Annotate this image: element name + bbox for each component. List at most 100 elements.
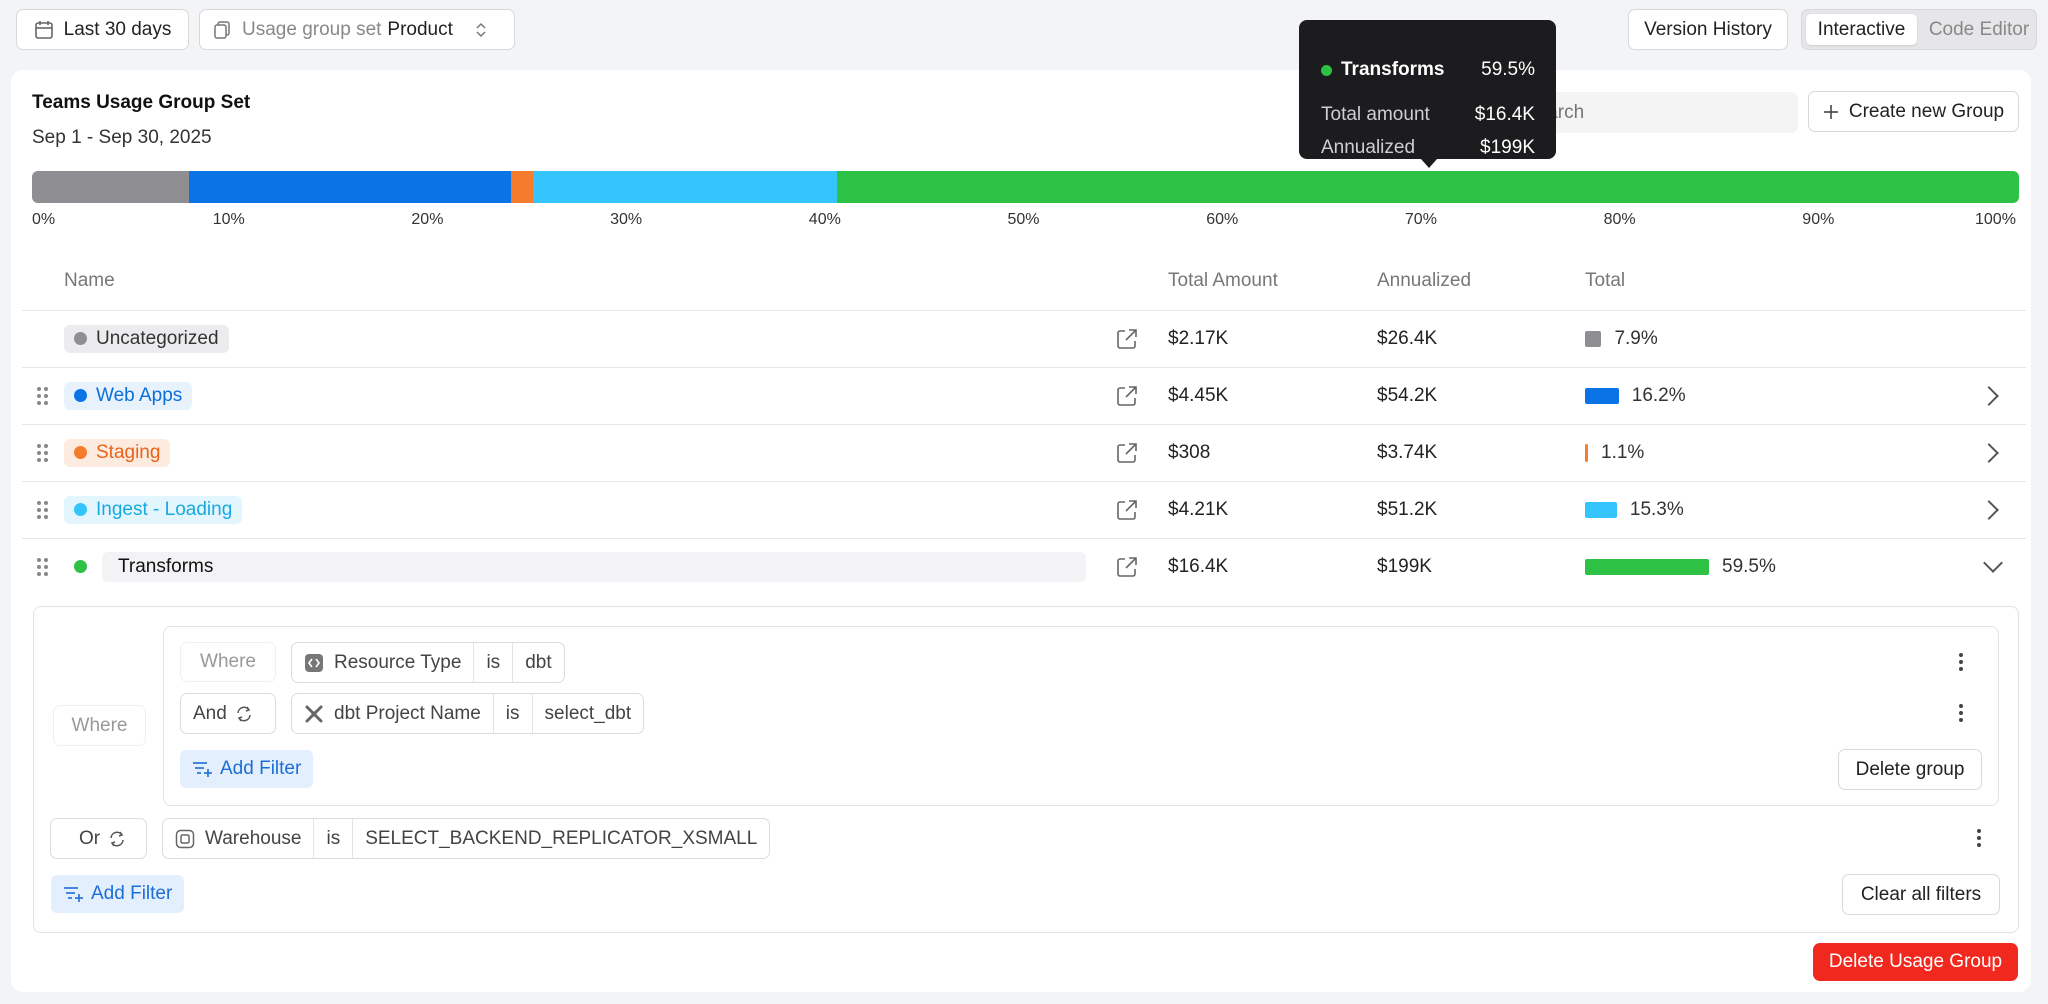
row-divider (22, 538, 2026, 539)
clear-all-filters-button[interactable]: Clear all filters (1842, 874, 2000, 915)
cell-annualized: $26.4K (1377, 327, 1438, 349)
cell-annualized: $199K (1377, 555, 1432, 577)
cell-total-percent: 1.1% (1601, 441, 1645, 463)
filter-value: select_dbt (544, 702, 632, 724)
header-total-amount: Total Amount (1168, 270, 1278, 291)
inner-add-filter-button[interactable]: Add Filter (180, 750, 314, 788)
table-row[interactable] (22, 310, 2026, 367)
and-label: And (181, 694, 265, 733)
axis-tick-label: 60% (1206, 211, 1239, 228)
drag-handle-icon[interactable] (37, 443, 49, 462)
code-icon (305, 653, 323, 672)
cell-total-percent: 16.2% (1631, 384, 1686, 406)
create-group-button[interactable]: Create new Group (1808, 91, 2019, 132)
filter-operator: is (314, 819, 354, 858)
delete-usage-group-button[interactable]: Delete Usage Group (1813, 943, 2018, 981)
dbt-icon (305, 705, 323, 722)
filter-resource-type[interactable]: Resource Type is dbt (291, 642, 565, 683)
clear-all-label: Clear all filters (1860, 883, 1982, 905)
cell-total-percent: 7.9% (1614, 327, 1658, 349)
group-color-dot (74, 503, 87, 516)
bar-segment-transforms[interactable] (836, 171, 2019, 203)
calendar-icon (34, 20, 53, 39)
or-toggle[interactable]: Or (50, 818, 147, 859)
group-set-prefix: Usage group set (242, 18, 382, 40)
filter-menu-icon[interactable] (1977, 829, 1981, 847)
filter-dbt-project-name[interactable]: dbt Project Name is select_dbt (291, 693, 645, 734)
filter-panel (33, 606, 2019, 933)
delete-usage-group-label: Delete Usage Group (1828, 951, 2003, 972)
total-share-bar (1585, 330, 1602, 347)
total-share-bar (1585, 558, 1709, 575)
axis-tick-label: 40% (808, 211, 841, 228)
external-link-icon[interactable] (1116, 499, 1138, 521)
cell-total-amount: $4.45K (1168, 384, 1229, 406)
drag-handle-icon[interactable] (37, 386, 49, 405)
filter-field-warehouse: Warehouse (163, 819, 315, 858)
table-row[interactable] (22, 481, 2026, 538)
group-name-pill: Staging (64, 438, 171, 467)
cell-annualized: $54.2K (1377, 384, 1438, 406)
axis-tick-label: 30% (610, 211, 643, 228)
axis-tick-label: 90% (1802, 211, 1835, 228)
group-name-pill: Ingest - Loading (64, 495, 243, 524)
filter-menu-icon[interactable] (1959, 704, 1963, 722)
header-annualized: Annualized (1377, 270, 1472, 291)
bar-segment-ingest-loading[interactable] (532, 171, 837, 203)
axis-tick-label: 70% (1404, 211, 1437, 228)
drag-handle-icon[interactable] (37, 557, 49, 576)
row-divider (22, 424, 2026, 425)
total-share-bar (1585, 387, 1619, 404)
group-name-pill: Web Apps (64, 381, 193, 410)
tab-interactive[interactable]: Interactive (1806, 14, 1917, 45)
inner-where-label: Where (180, 642, 276, 682)
table-row[interactable] (22, 367, 2026, 424)
group-name-pill: Uncategorized (64, 324, 229, 353)
delete-group-button[interactable]: Delete group (1838, 749, 1982, 790)
external-link-icon[interactable] (1116, 385, 1138, 407)
table-row[interactable] (22, 424, 2026, 481)
plus-icon (1823, 104, 1838, 119)
tooltip-total-value: $16.4K (1474, 104, 1535, 125)
warehouse-icon (175, 829, 195, 848)
outer-add-filter-button[interactable]: Add Filter (51, 875, 185, 913)
header-total: Total (1585, 270, 1626, 291)
cell-total-percent: 59.5% (1722, 555, 1776, 577)
tab-code-editor[interactable]: Code Editor (1922, 14, 2036, 45)
external-link-icon[interactable] (1116, 556, 1138, 578)
card-date: Sep 1 - Sep 30, 2025 (32, 127, 212, 148)
drag-handle-icon[interactable] (37, 500, 49, 519)
group-name-label: Ingest - Loading (96, 498, 233, 520)
external-link-icon[interactable] (1116, 442, 1138, 464)
axis-tick-label: 100% (1975, 211, 2016, 228)
filter-field-label: dbt Project Name (334, 702, 481, 724)
and-text: And (193, 702, 227, 724)
tab-code-editor-label: Code Editor (1928, 18, 2030, 40)
external-link-icon[interactable] (1116, 328, 1138, 350)
version-history-button[interactable]: Version History (1628, 9, 1788, 50)
tooltip-dot (1321, 65, 1332, 76)
or-text: Or (79, 827, 101, 849)
filter-menu-icon[interactable] (1959, 653, 1963, 671)
group-name-pill[interactable]: Transforms (64, 551, 1096, 582)
filter-warehouse[interactable]: Warehouse is SELECT_BACKEND_REPLICATOR_X… (162, 818, 771, 859)
axis-tick-label: 10% (212, 211, 245, 228)
filter-value: SELECT_BACKEND_REPLICATOR_XSMALL (365, 827, 758, 849)
axis-tick-label: 0% (32, 211, 56, 228)
bar-segment-web-apps[interactable] (188, 171, 511, 203)
cell-annualized: $3.74K (1377, 441, 1438, 463)
group-color-dot (74, 560, 87, 573)
group-name-input[interactable]: Transforms (102, 551, 1086, 582)
usage-stacked-bar (32, 171, 2019, 203)
and-toggle[interactable]: And (180, 693, 276, 734)
date-range-button[interactable]: Last 30 days (16, 9, 189, 50)
bar-segment-uncategorized[interactable] (32, 171, 189, 203)
usage-group-set-select[interactable]: Usage group set Product (199, 9, 515, 50)
search-input[interactable] (1508, 92, 1798, 133)
refresh-icon (237, 706, 251, 721)
row-divider (22, 367, 2026, 368)
search-input-box[interactable] (1508, 92, 1798, 133)
bar-segment-staging[interactable] (510, 171, 533, 203)
cell-annualized: $51.2K (1377, 498, 1438, 520)
axis-tick-label: 80% (1603, 211, 1636, 228)
